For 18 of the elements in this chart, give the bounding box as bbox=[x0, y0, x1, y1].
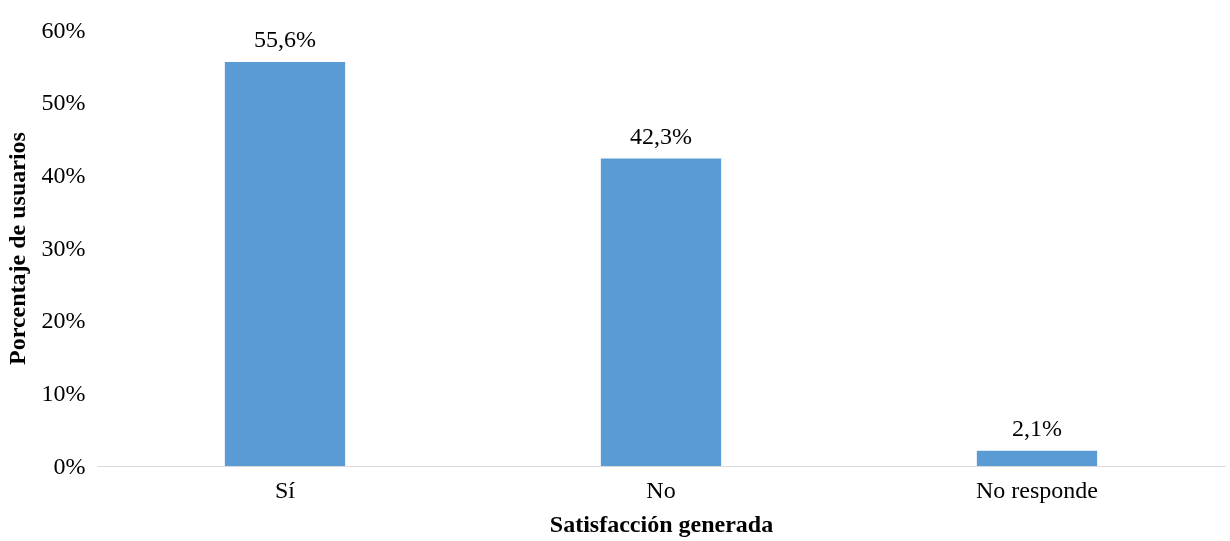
x-tick-label: Sí bbox=[274, 476, 296, 503]
x-tick-label: No bbox=[646, 476, 676, 503]
y-tick-label: 0% bbox=[53, 452, 86, 479]
bar bbox=[600, 158, 722, 466]
bar bbox=[224, 61, 346, 466]
y-axis-title: Porcentaje de usuarios bbox=[3, 132, 30, 365]
x-axis-title: Satisfacción generada bbox=[549, 510, 774, 537]
x-tick-label: No responde bbox=[976, 476, 1098, 503]
y-tick-label: 60% bbox=[41, 16, 86, 43]
data-label: 42,3% bbox=[630, 122, 692, 149]
y-tick-label: 10% bbox=[41, 379, 86, 406]
y-tick-label: 20% bbox=[41, 307, 86, 334]
data-label: 55,6% bbox=[254, 25, 316, 52]
data-label: 2,1% bbox=[1012, 414, 1062, 441]
y-tick-label: 50% bbox=[41, 89, 86, 116]
bar bbox=[976, 450, 1098, 466]
y-tick-label: 40% bbox=[41, 161, 86, 188]
y-tick-label: 30% bbox=[41, 234, 86, 261]
